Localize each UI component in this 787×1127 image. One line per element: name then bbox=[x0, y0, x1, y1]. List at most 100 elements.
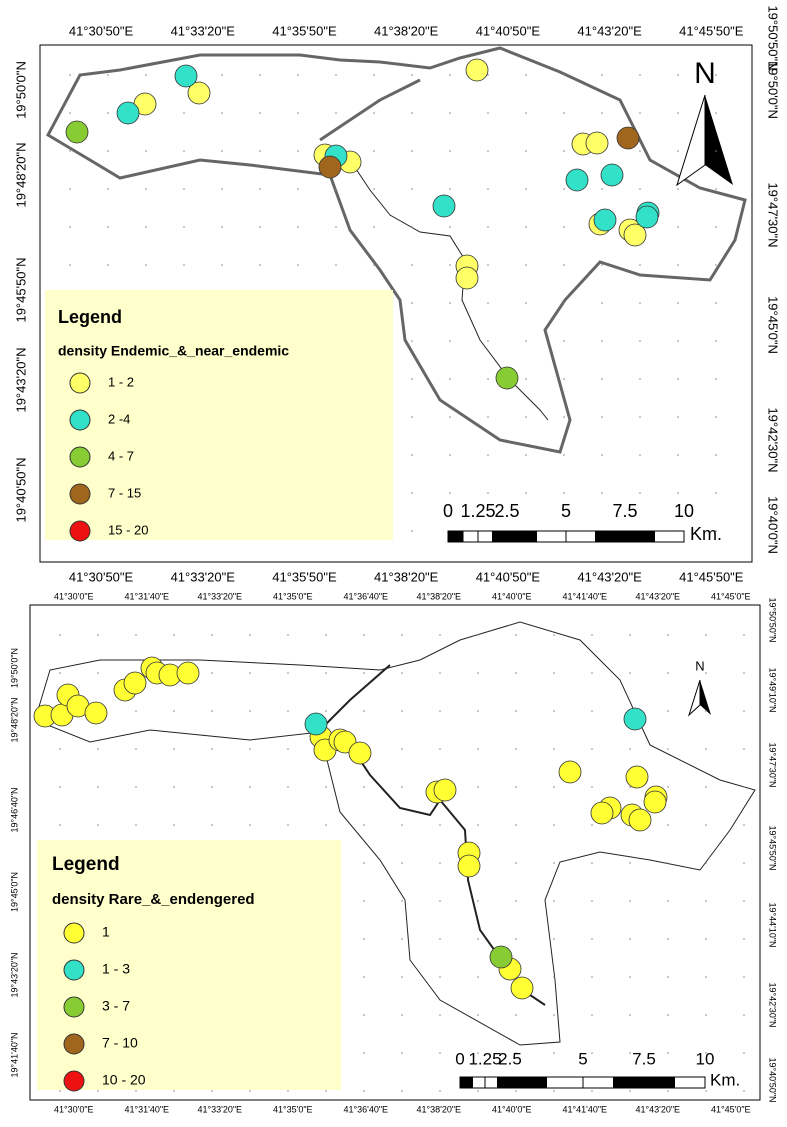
grid-dot bbox=[401, 862, 403, 864]
grid-dot bbox=[477, 938, 479, 940]
grid-dot bbox=[439, 938, 441, 940]
grid-dot bbox=[477, 748, 479, 750]
scale-label: 10 bbox=[674, 501, 694, 521]
scale-bar bbox=[536, 530, 567, 543]
scale-bar bbox=[546, 1076, 584, 1089]
grid-dot bbox=[59, 748, 61, 750]
grid-dot bbox=[411, 150, 413, 152]
grid-dot bbox=[639, 112, 641, 114]
grid-dot bbox=[363, 786, 365, 788]
right-coordinate: 19°40'50"N bbox=[768, 1057, 778, 1102]
grid-dot bbox=[449, 188, 451, 190]
grid-dot bbox=[363, 1090, 365, 1092]
grid-dot bbox=[107, 74, 109, 76]
grid-dot bbox=[591, 748, 593, 750]
observation-point bbox=[84, 701, 108, 725]
grid-dot bbox=[667, 748, 669, 750]
grid-dot bbox=[287, 710, 289, 712]
observation-point bbox=[318, 155, 342, 179]
observation-point bbox=[465, 58, 489, 82]
grid-dot bbox=[705, 824, 707, 826]
grid-dot bbox=[411, 302, 413, 304]
grid-dot bbox=[439, 900, 441, 902]
grid-dot bbox=[525, 74, 527, 76]
grid-dot bbox=[563, 378, 565, 380]
grid-dot bbox=[515, 710, 517, 712]
right-coordinate: 19°44'10"N bbox=[768, 902, 778, 947]
grid-dot bbox=[553, 710, 555, 712]
observation-point bbox=[123, 671, 147, 695]
grid-dot bbox=[487, 74, 489, 76]
grid-dot bbox=[297, 74, 299, 76]
right-coordinate: 19°45'50"N bbox=[768, 825, 778, 870]
north-arrow bbox=[705, 95, 733, 185]
grid-dot bbox=[553, 938, 555, 940]
scale-bar bbox=[506, 530, 537, 543]
grid-dot bbox=[411, 454, 413, 456]
left-coordinate: 19°43'20"N bbox=[9, 952, 19, 997]
grid-dot bbox=[401, 1090, 403, 1092]
grid-dot bbox=[477, 1014, 479, 1016]
grid-dot bbox=[629, 672, 631, 674]
left-coordinate: 19°41'40"N bbox=[9, 1032, 19, 1077]
observation-point bbox=[433, 778, 457, 802]
grid-dot bbox=[411, 378, 413, 380]
right-coordinate: 19°50'0"N bbox=[766, 61, 781, 119]
top-coordinate: 41°41'40"E bbox=[563, 591, 608, 601]
top-coordinate: 41°33'20"E bbox=[171, 23, 236, 38]
scale-label: 0 bbox=[455, 1049, 464, 1068]
grid-dot bbox=[183, 264, 185, 266]
grid-dot bbox=[97, 824, 99, 826]
grid-dot bbox=[145, 74, 147, 76]
legend-title: Legend bbox=[52, 854, 120, 875]
grid-dot bbox=[563, 226, 565, 228]
observation-point bbox=[457, 854, 481, 878]
observation-point bbox=[348, 741, 372, 765]
grid-dot bbox=[515, 1090, 517, 1092]
right-coordinate: 19°47'30"N bbox=[766, 182, 781, 247]
right-coordinate: 19°49'10"N bbox=[768, 667, 778, 712]
grid-dot bbox=[715, 150, 717, 152]
grid-dot bbox=[69, 264, 71, 266]
legend-label: 7 - 15 bbox=[108, 485, 141, 500]
grid-dot bbox=[297, 264, 299, 266]
observation-point bbox=[489, 945, 513, 969]
grid-dot bbox=[401, 786, 403, 788]
scale-bar bbox=[447, 530, 464, 543]
grid-dot bbox=[401, 1052, 403, 1054]
grid-dot bbox=[639, 416, 641, 418]
top-coordinate: 41°35'50"E bbox=[272, 23, 337, 38]
observation-point bbox=[176, 661, 200, 685]
grid-dot bbox=[667, 1090, 669, 1092]
bottom-coordinate: 41°43'20"E bbox=[577, 569, 642, 584]
grid-dot bbox=[601, 454, 603, 456]
grid-dot bbox=[135, 634, 137, 636]
grid-dot bbox=[677, 378, 679, 380]
grid-dot bbox=[715, 226, 717, 228]
top-coordinate: 41°36'40"E bbox=[344, 591, 389, 601]
legend-label: 3 - 7 bbox=[102, 998, 130, 1014]
grid-dot bbox=[325, 824, 327, 826]
grid-dot bbox=[373, 150, 375, 152]
top-coordinate: 41°38'20"E bbox=[417, 591, 462, 601]
grid-dot bbox=[601, 264, 603, 266]
scale-unit: Km. bbox=[690, 524, 722, 544]
grid-dot bbox=[487, 378, 489, 380]
grid-dot bbox=[259, 264, 261, 266]
grid-dot bbox=[639, 188, 641, 190]
left-coordinate: 19°46'40"N bbox=[9, 787, 19, 832]
grid-dot bbox=[515, 672, 517, 674]
grid-dot bbox=[525, 302, 527, 304]
legend-subtitle: density Endemic_&_near_endemic bbox=[58, 343, 289, 359]
grid-dot bbox=[259, 112, 261, 114]
observation-point bbox=[635, 205, 659, 229]
grid-dot bbox=[639, 378, 641, 380]
bottom-coordinate: 41°41'40"E bbox=[563, 1104, 608, 1114]
grid-dot bbox=[287, 748, 289, 750]
grid-dot bbox=[411, 530, 413, 532]
grid-dot bbox=[639, 74, 641, 76]
grid-dot bbox=[629, 900, 631, 902]
grid-dot bbox=[667, 824, 669, 826]
grid-dot bbox=[259, 226, 261, 228]
bottom-coordinate: 41°30'50"E bbox=[69, 569, 134, 584]
